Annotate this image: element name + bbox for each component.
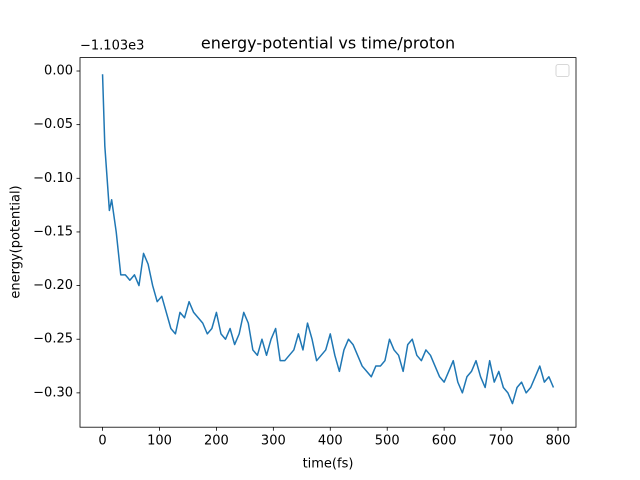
x-tick-label: 500	[375, 434, 400, 449]
x-axis-label: time(fs)	[303, 457, 354, 472]
data-line	[101, 74, 555, 405]
y-offset-label: −1.103e3	[80, 39, 144, 54]
y-tick-label: −0.10	[33, 171, 73, 186]
y-tick-label: −0.05	[33, 117, 73, 132]
y-tick-label: −0.15	[33, 224, 73, 239]
x-tick-label: 0	[98, 434, 106, 449]
y-tick-label: −0.25	[33, 332, 73, 347]
plot-frame	[79, 57, 577, 428]
y-tick-label: −0.30	[33, 385, 73, 400]
y-tick-label: 0.00	[44, 64, 73, 79]
legend-box	[555, 64, 570, 77]
x-tick-label: 300	[261, 434, 286, 449]
x-tick-label: 600	[432, 434, 457, 449]
x-tick-label: 100	[147, 434, 172, 449]
x-tick-label: 700	[489, 434, 514, 449]
chart-title: energy-potential vs time/proton	[201, 34, 455, 53]
x-tick-label: 200	[204, 434, 229, 449]
x-tick-label: 800	[546, 434, 571, 449]
y-axis-label: energy(potential)	[9, 185, 24, 298]
x-tick-label: 400	[318, 434, 343, 449]
y-tick-label: −0.20	[33, 278, 73, 293]
